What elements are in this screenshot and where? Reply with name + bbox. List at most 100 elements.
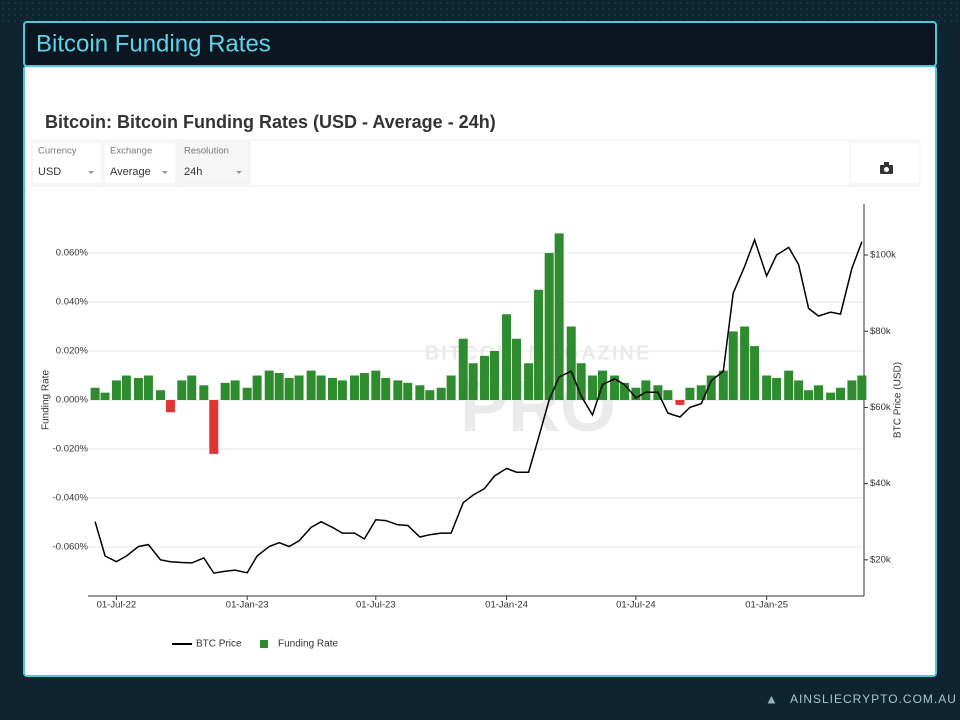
- dropdown-label[interactable]: Resolution: [184, 146, 229, 157]
- bar: [252, 375, 262, 400]
- y-tick-label: -0.060%: [53, 542, 89, 553]
- bar: [489, 351, 499, 400]
- y-axis-label: Funding Rate: [41, 370, 52, 430]
- bar: [588, 375, 598, 400]
- bar: [121, 375, 131, 400]
- bar: [857, 375, 867, 400]
- bar: [359, 373, 369, 400]
- dropdown-caret[interactable]: [236, 171, 242, 174]
- bar: [403, 382, 413, 400]
- y-tick-label: 0.040%: [56, 297, 89, 308]
- bar: [220, 382, 230, 400]
- x-tick-label: 01-Jul-24: [616, 600, 656, 611]
- bar: [316, 375, 326, 400]
- bar: [415, 385, 425, 400]
- bar: [836, 387, 846, 400]
- bar: [620, 382, 630, 400]
- dropdown-caret[interactable]: [88, 171, 94, 174]
- dropdown-label[interactable]: Currency: [38, 146, 77, 157]
- bar: [446, 375, 456, 400]
- bar: [554, 233, 564, 400]
- bar: [663, 390, 673, 400]
- controls: Currency USD Exchange Average Resolution 24h: [31, 141, 251, 185]
- bar: [480, 355, 490, 400]
- bar: [133, 377, 143, 400]
- bar: [728, 331, 738, 400]
- footer-logo: ▲: [765, 691, 778, 706]
- bar: [209, 400, 219, 454]
- bar: [337, 380, 347, 400]
- bar: [155, 390, 165, 400]
- bar: [696, 385, 706, 400]
- footer-brand: AINSLIECRYPTO.COM.AU: [790, 692, 957, 706]
- y2-axis-label: BTC Price (USD): [893, 362, 904, 438]
- panel: [23, 65, 937, 677]
- bar: [294, 375, 304, 400]
- bar: [327, 377, 337, 400]
- dropdown-box[interactable]: [103, 141, 177, 185]
- dropdown[interactable]: Exchange Average: [103, 141, 177, 185]
- dropdown-label[interactable]: Exchange: [110, 146, 152, 157]
- dropdown-value[interactable]: 24h: [184, 166, 202, 178]
- legend-label[interactable]: Funding Rate: [278, 639, 338, 650]
- bar: [425, 390, 435, 400]
- header-title: Bitcoin Funding Rates: [36, 30, 271, 57]
- bar: [100, 392, 110, 400]
- bar: [264, 370, 274, 400]
- legend-swatch[interactable]: [260, 640, 268, 648]
- bar: [458, 338, 468, 400]
- y-tick-label: -0.040%: [53, 493, 89, 504]
- y-tick-label: 0.020%: [56, 346, 89, 357]
- bar: [436, 387, 446, 400]
- camera-button[interactable]: [849, 141, 921, 185]
- x-tick-label: 01-Jan-24: [485, 600, 528, 611]
- bar: [524, 363, 534, 400]
- bar: [306, 370, 316, 400]
- bar: [762, 375, 772, 400]
- y2-tick-label: $60k: [870, 402, 891, 413]
- x-tick-label: 01-Jan-25: [745, 600, 788, 611]
- dropdown-caret[interactable]: [162, 171, 168, 174]
- chart-title: Bitcoin: Bitcoin Funding Rates (USD - Av…: [45, 112, 496, 132]
- legend-item[interactable]: Funding Rate: [260, 639, 338, 650]
- dropdown[interactable]: Resolution 24h: [177, 141, 251, 185]
- bar: [685, 387, 695, 400]
- bar: [794, 380, 804, 400]
- bar: [371, 370, 381, 400]
- y-tick-label: 0.060%: [56, 248, 89, 259]
- legend-item[interactable]: BTC Price: [172, 639, 242, 650]
- bar: [610, 375, 620, 400]
- bar: [826, 392, 836, 400]
- bar: [230, 380, 240, 400]
- bar: [544, 253, 554, 400]
- dropdown[interactable]: Currency USD: [31, 141, 103, 185]
- bar: [847, 380, 857, 400]
- y2-tick-label: $80k: [870, 326, 891, 337]
- x-tick-label: 01-Jan-23: [226, 600, 269, 611]
- bar: [274, 373, 284, 400]
- bar: [718, 370, 728, 400]
- dropdown-value[interactable]: USD: [38, 166, 61, 178]
- legend-label[interactable]: BTC Price: [196, 639, 242, 650]
- y-tick-label: 0.000%: [56, 395, 89, 406]
- bar: [814, 385, 824, 400]
- bar: [512, 338, 522, 400]
- bar: [576, 363, 586, 400]
- bar: [675, 400, 685, 405]
- bar: [199, 385, 209, 400]
- dropdown-box[interactable]: [31, 141, 103, 185]
- bar: [90, 387, 100, 400]
- bar: [177, 380, 187, 400]
- bar: [804, 390, 814, 400]
- dropdown-value[interactable]: Average: [110, 166, 151, 178]
- bar: [381, 377, 391, 400]
- dropdown-box[interactable]: [177, 141, 251, 185]
- bar: [706, 375, 716, 400]
- y2-tick-label: $40k: [870, 478, 891, 489]
- bar: [631, 387, 641, 400]
- plot: BITCOIN MAGAZINEPRO-0.060%-0.040%-0.020%…: [41, 204, 904, 650]
- bar: [393, 380, 403, 400]
- price-line: [94, 237, 863, 574]
- bar: [165, 400, 175, 413]
